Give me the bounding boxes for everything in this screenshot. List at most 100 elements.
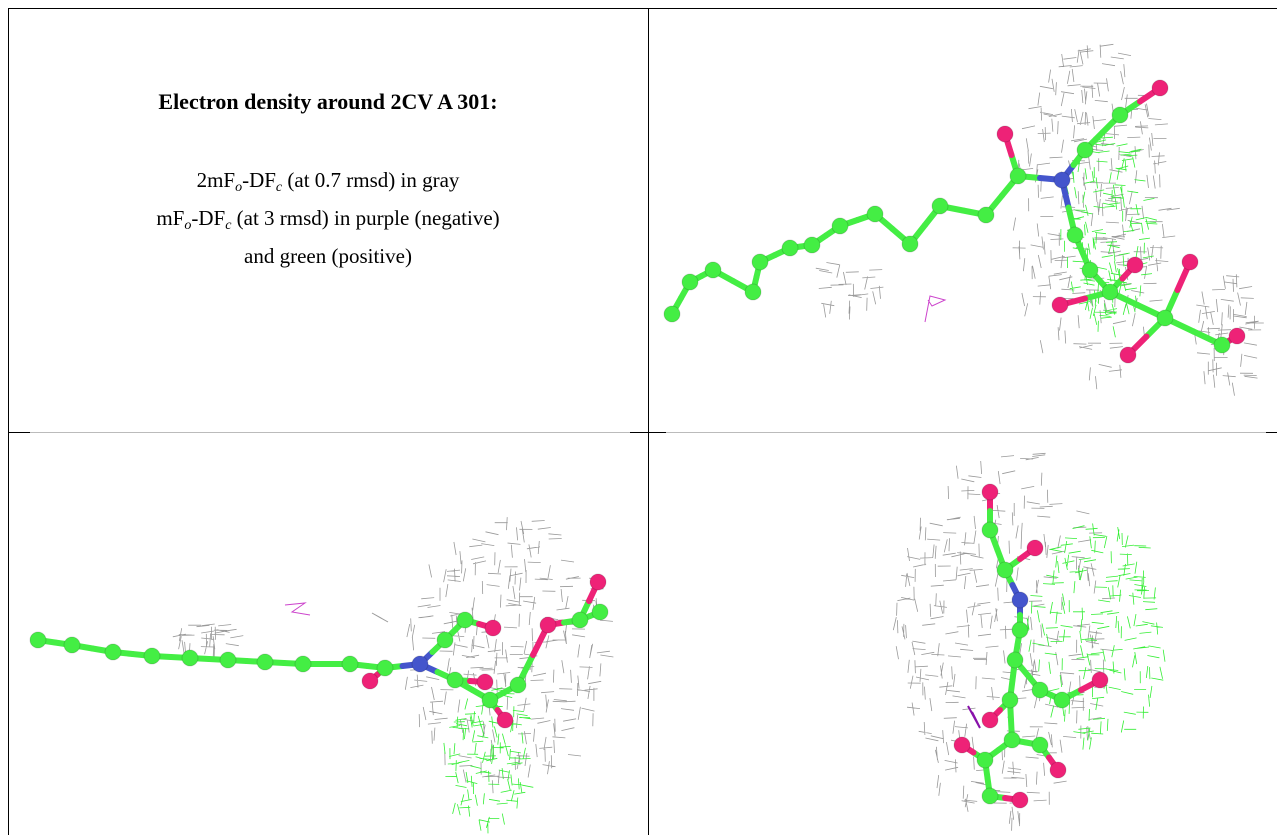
atom — [1101, 283, 1119, 301]
density-mesh — [892, 452, 1116, 831]
atom — [831, 217, 849, 235]
density-mesh — [967, 705, 981, 729]
atom — [1031, 681, 1049, 699]
atom — [1011, 591, 1029, 609]
atom — [901, 235, 919, 253]
atom — [781, 239, 799, 257]
caption-text: -DF — [191, 206, 226, 230]
density-mesh — [1012, 43, 1180, 390]
atom — [63, 636, 81, 654]
caption-title: Electron density around 2CV A 301: — [158, 89, 498, 114]
atom — [1026, 539, 1044, 557]
atom — [751, 253, 769, 271]
atom — [866, 205, 884, 223]
atom — [1119, 346, 1137, 364]
atom — [29, 631, 47, 649]
caption-text: (at 3 rmsd) in purple (negative) — [231, 206, 500, 230]
atom — [476, 673, 494, 691]
atom — [1011, 791, 1029, 809]
atom — [436, 631, 454, 649]
density-mesh — [815, 262, 884, 320]
atom — [981, 521, 999, 539]
density-mesh — [404, 517, 614, 794]
atom — [1091, 671, 1109, 689]
atom — [1031, 736, 1049, 754]
atom — [509, 676, 527, 694]
atom — [256, 653, 274, 671]
atom — [1213, 336, 1231, 354]
atom — [571, 611, 589, 629]
atom — [484, 619, 502, 637]
caption: Electron density around 2CV A 301: 2mFo-… — [9, 9, 647, 272]
caption-text: -DF — [242, 168, 276, 192]
atom — [104, 643, 122, 661]
atom — [663, 305, 681, 323]
atom — [1009, 167, 1027, 185]
caption-line: mFo-DFc (at 3 rmsd) in purple (negative) — [9, 203, 647, 241]
atom — [1051, 296, 1069, 314]
atom — [1053, 171, 1071, 189]
atom — [981, 787, 999, 805]
atom — [1076, 141, 1094, 159]
atom — [1156, 309, 1174, 327]
caption-text: 2mF — [196, 168, 236, 192]
atom — [1011, 621, 1029, 639]
atom — [981, 483, 999, 501]
caption-line: and green (positive) — [9, 241, 647, 272]
atom — [411, 655, 429, 673]
caption-line: 2mFo-DFc (at 0.7 rmsd) in gray — [9, 165, 647, 203]
density-mesh — [443, 687, 534, 834]
atom — [1049, 761, 1067, 779]
density-mesh — [284, 602, 311, 616]
density-mesh — [924, 295, 947, 323]
density-mesh — [1026, 523, 1166, 750]
atom — [996, 125, 1014, 143]
atom — [481, 691, 499, 709]
atom — [456, 611, 474, 629]
caption-text: mF — [156, 206, 185, 230]
atom — [341, 655, 359, 673]
caption-text: c — [225, 218, 232, 233]
atom — [294, 655, 312, 673]
density-mesh — [371, 612, 389, 623]
atom — [361, 672, 379, 690]
atom — [931, 197, 949, 215]
atom — [219, 651, 237, 669]
atom — [803, 236, 821, 254]
atom — [976, 751, 994, 769]
atom — [1228, 327, 1246, 345]
atom — [446, 671, 464, 689]
atom — [1053, 691, 1071, 709]
panel-borders — [8, 8, 1277, 835]
atom — [996, 561, 1014, 579]
caption-lines: 2mFo-DFc (at 0.7 rmsd) in gray mFo-DFc (a… — [9, 165, 647, 272]
atom — [953, 736, 971, 754]
atom — [1066, 226, 1084, 244]
caption-text: o — [184, 218, 192, 233]
atom — [1003, 731, 1021, 749]
atom — [589, 573, 607, 591]
caption-text: o — [235, 180, 243, 195]
atom — [1151, 79, 1169, 97]
atom — [181, 649, 199, 667]
atom — [1001, 691, 1019, 709]
caption-text: c — [275, 180, 283, 195]
atom — [376, 659, 394, 677]
atom — [1111, 106, 1129, 124]
atom — [1006, 651, 1024, 669]
atom — [977, 206, 995, 224]
atom — [1081, 261, 1099, 279]
density-mesh — [172, 623, 244, 660]
atom — [704, 261, 722, 279]
caption-text: (at 0.7 rmsd) in gray — [282, 168, 460, 192]
atom — [744, 283, 762, 301]
caption-text: and green (positive) — [244, 244, 412, 268]
atom — [1126, 256, 1144, 274]
atom — [539, 616, 557, 634]
atom — [591, 603, 609, 621]
atom — [681, 273, 699, 291]
atom — [1181, 253, 1199, 271]
atom — [981, 711, 999, 729]
